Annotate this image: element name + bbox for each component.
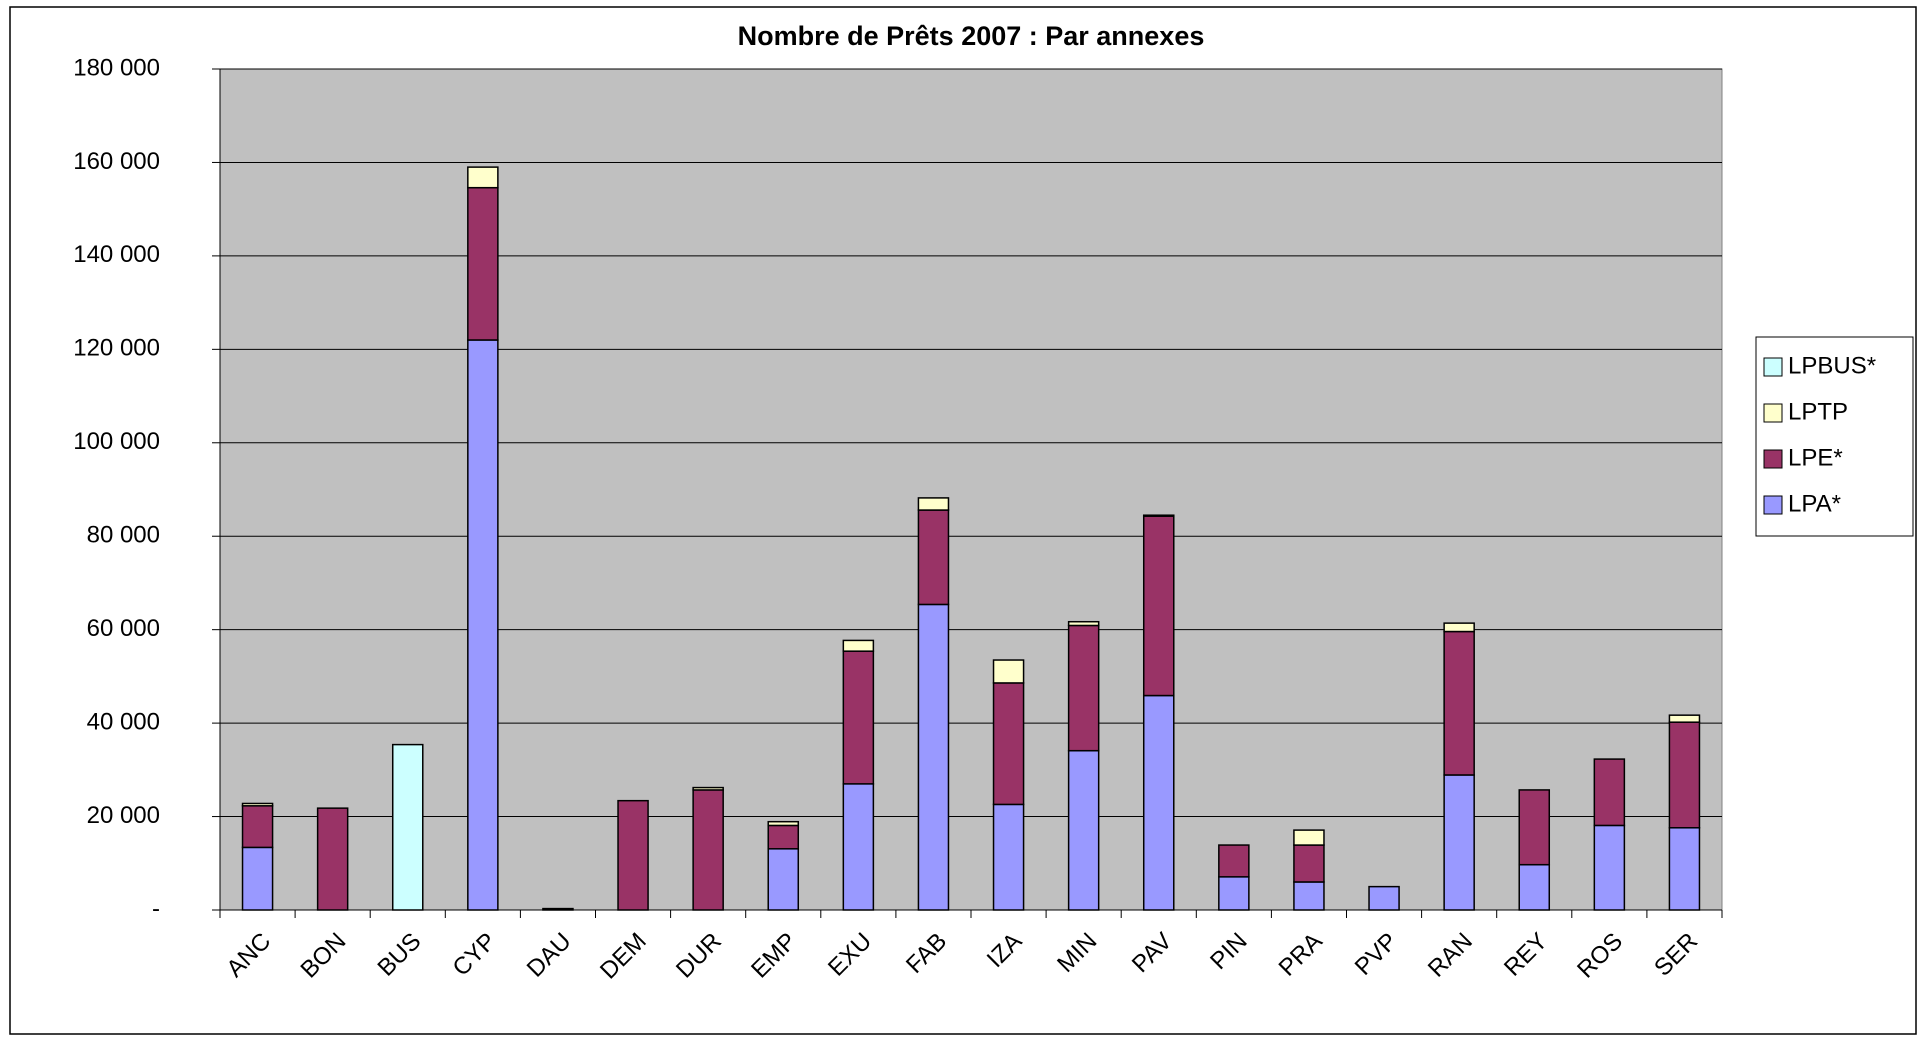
bar-segment — [1218, 844, 1250, 878]
bar-segment — [1443, 630, 1475, 776]
bar-segment — [241, 802, 274, 807]
bar-segment — [1518, 789, 1551, 866]
bar-segment — [1218, 876, 1250, 911]
plot-area — [219, 68, 1723, 911]
bar-segment — [467, 186, 499, 341]
y-tick-label: 20 000 — [87, 802, 160, 829]
bar-segment — [1293, 844, 1325, 883]
bar-segment — [1593, 824, 1626, 911]
bar-segment — [1067, 620, 1100, 627]
bar-segment — [992, 682, 1025, 806]
y-tick-label: - — [152, 895, 160, 922]
bar-segment — [1593, 758, 1626, 827]
bar-segment — [842, 783, 875, 911]
bar-segment — [1142, 515, 1175, 697]
bar-segment — [617, 799, 649, 911]
bar-segment — [992, 803, 1025, 911]
bar-segment — [917, 603, 950, 911]
bar-segment — [992, 659, 1025, 684]
y-tick-label: 180 000 — [73, 54, 160, 81]
bar-segment — [917, 509, 950, 606]
y-tick-label: 40 000 — [87, 708, 160, 735]
legend-label: LPA* — [1788, 490, 1841, 517]
bar-segment — [391, 743, 424, 911]
y-tick-label: 60 000 — [87, 615, 160, 642]
bar-segment — [842, 650, 875, 785]
legend-swatch — [1763, 403, 1783, 423]
legend-label: LPTP — [1788, 398, 1848, 425]
bar-segment — [542, 907, 574, 911]
y-tick-label: 120 000 — [73, 335, 160, 362]
bar-segment — [1293, 829, 1325, 846]
legend-label: LPE* — [1788, 444, 1843, 471]
bar-segment — [241, 805, 274, 849]
bar-segment — [767, 848, 800, 911]
bar-segment — [842, 639, 875, 652]
legend-swatch — [1763, 495, 1783, 515]
legend-swatch — [1763, 357, 1783, 377]
bar-segment — [1368, 885, 1400, 911]
bar-segment — [1668, 714, 1701, 723]
y-tick-label: 160 000 — [73, 148, 160, 175]
bar-segment — [1142, 694, 1175, 911]
bar-segment — [1293, 881, 1325, 911]
bar-segment — [767, 824, 800, 850]
legend-label: LPBUS* — [1788, 352, 1876, 379]
bar-segment — [467, 339, 499, 911]
bar-segment — [467, 166, 499, 189]
bar-segment — [1443, 622, 1475, 633]
bar-segment — [1142, 514, 1175, 517]
bar-segment — [1067, 624, 1100, 752]
bar-segment — [767, 820, 800, 827]
chart-title: Nombre de Prêts 2007 : Par annexes — [738, 21, 1205, 51]
bar-segment — [1518, 863, 1551, 911]
bar-segment — [692, 789, 724, 911]
bar-segment — [917, 497, 950, 511]
bar-segment — [241, 846, 274, 911]
bar-segment — [316, 807, 349, 911]
bar-segment — [1067, 749, 1100, 911]
bar-segment — [1668, 721, 1701, 829]
bar-segment — [1443, 774, 1475, 911]
y-tick-label: 100 000 — [73, 428, 160, 455]
bar-segment — [692, 786, 724, 791]
bar-segment — [1668, 827, 1701, 911]
legend-swatch — [1763, 449, 1783, 469]
y-tick-label: 140 000 — [73, 241, 160, 268]
y-tick-label: 80 000 — [87, 522, 160, 549]
